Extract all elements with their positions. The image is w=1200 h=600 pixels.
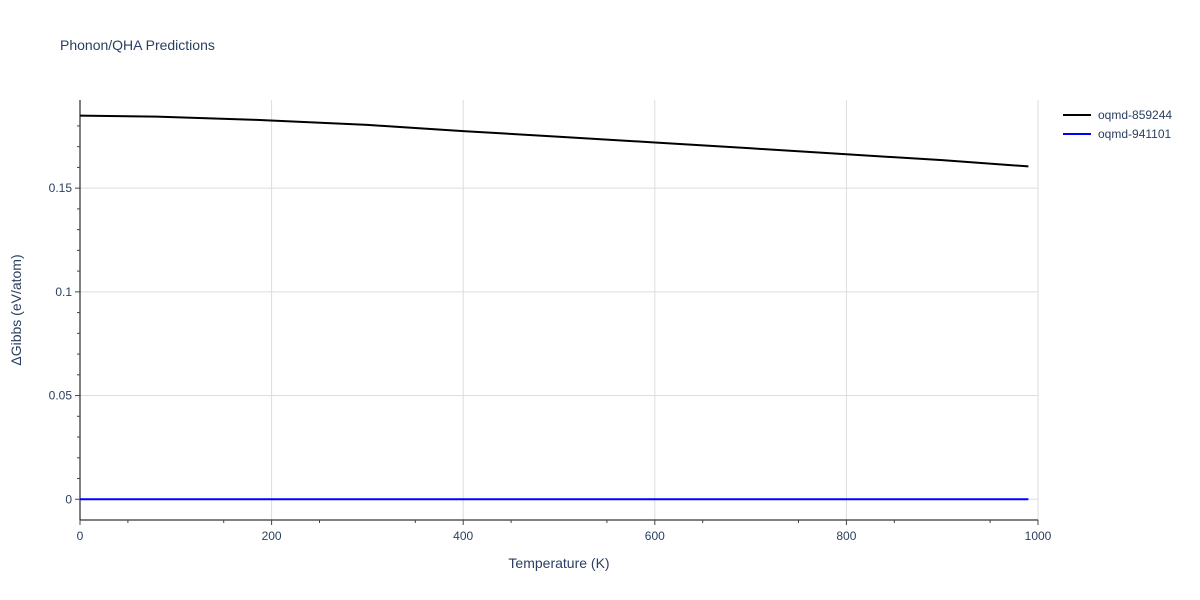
legend-label: oqmd-859244 bbox=[1098, 108, 1172, 122]
legend[interactable]: oqmd-859244 oqmd-941101 bbox=[1063, 108, 1172, 141]
y-tick-label: 0.05 bbox=[49, 389, 73, 403]
legend-label: oqmd-941101 bbox=[1098, 127, 1171, 141]
x-tick-label: 0 bbox=[77, 529, 84, 543]
x-tick-label: 1000 bbox=[1025, 529, 1052, 543]
chart-title: Phonon/QHA Predictions bbox=[60, 37, 215, 53]
x-tick-label: 800 bbox=[836, 529, 856, 543]
series-lines bbox=[79, 114, 1029, 501]
x-tick-label: 600 bbox=[645, 529, 665, 543]
y-tick-label: 0.15 bbox=[49, 181, 73, 195]
legend-item-oqmd-859244[interactable]: oqmd-859244 bbox=[1063, 108, 1172, 122]
series-line-oqmd-859244 bbox=[79, 114, 1029, 168]
legend-item-oqmd-941101[interactable]: oqmd-941101 bbox=[1063, 127, 1171, 141]
y-tick-label: 0 bbox=[65, 492, 72, 506]
y-tick-label: 0.1 bbox=[55, 285, 72, 299]
axes: 0 200 400 600 800 1000 0 0.05 0.1 0.15 bbox=[49, 100, 1052, 543]
x-tick-label: 200 bbox=[262, 529, 282, 543]
x-axis-title: Temperature (K) bbox=[508, 555, 609, 571]
grid bbox=[80, 100, 1039, 520]
x-tick-label: 400 bbox=[453, 529, 473, 543]
y-axis-title: ΔGibbs (eV/atom) bbox=[8, 254, 24, 365]
